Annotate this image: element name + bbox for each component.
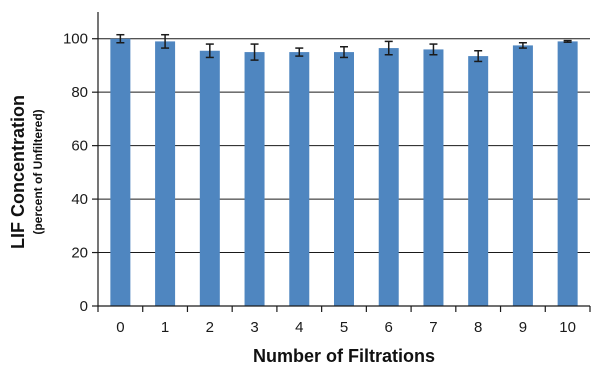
axes [92, 12, 591, 312]
error-bar [295, 47, 304, 57]
bar [334, 52, 354, 306]
x-tick-label: 2 [206, 319, 214, 336]
x-tick-label: 9 [519, 319, 527, 336]
y-tick-label: 80 [71, 84, 88, 101]
bar [155, 41, 176, 307]
error-bars [116, 33, 572, 63]
x-tick-label: 4 [295, 319, 303, 336]
bar [557, 41, 578, 307]
error-bar [161, 33, 170, 49]
bar [423, 49, 444, 306]
error-bar [474, 50, 483, 63]
y-tick-label: 60 [71, 138, 88, 155]
error-bar [340, 45, 348, 59]
x-tick-label: 6 [385, 319, 393, 336]
y-tick-label: 40 [71, 191, 88, 208]
error-bar [563, 39, 572, 43]
y-tick-label: 20 [71, 245, 88, 262]
x-tick-label: 8 [474, 319, 482, 336]
error-bar [250, 43, 259, 61]
y-axis-subtitle: (percent of Unfiltered) [31, 109, 45, 234]
y-tick-label: 0 [80, 298, 88, 315]
bar [468, 56, 489, 306]
y-axis-title: LIF Concentration [8, 95, 28, 249]
error-bar [429, 43, 438, 56]
error-bar [116, 33, 125, 44]
x-tick-label: 5 [340, 319, 348, 336]
x-tick-label: 1 [161, 319, 169, 336]
x-tick-label: 10 [559, 319, 576, 336]
y-tick-label: 100 [63, 31, 88, 48]
bar [512, 45, 533, 307]
bar [244, 52, 265, 306]
x-tick-label: 3 [250, 319, 258, 336]
x-tick-label: 0 [116, 319, 124, 336]
tick-labels: 0 20 40 60 80 100 0 1 2 3 4 5 6 7 8 9 10 [63, 31, 576, 336]
bar [110, 38, 131, 307]
bars [110, 38, 578, 307]
error-bar [384, 40, 393, 56]
bar [378, 48, 399, 306]
error-bar [518, 41, 527, 49]
error-bar [205, 43, 214, 59]
x-tick-label: 7 [429, 319, 437, 336]
x-axis-title: Number of Filtrations [253, 346, 435, 366]
bar [289, 52, 310, 306]
bar [199, 50, 220, 306]
